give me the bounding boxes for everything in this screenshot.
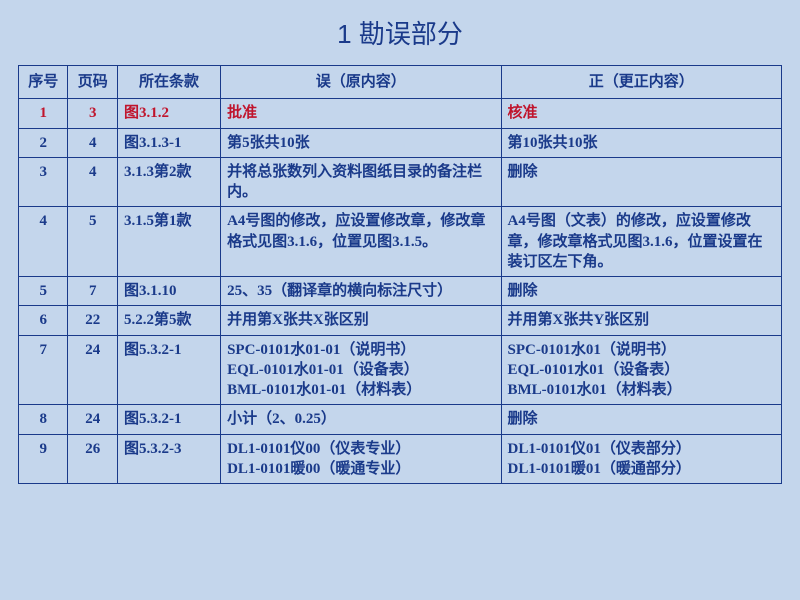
- page-title: 1 勘误部分: [18, 14, 782, 51]
- table-row: 343.1.3第2款并将总张数列入资料图纸目录的备注栏内。删除: [19, 157, 782, 207]
- cell-seq: 9: [19, 434, 68, 484]
- cell-page: 24: [68, 335, 117, 405]
- col-header-clause: 所在条款: [117, 66, 220, 99]
- table-row: 24图3.1.3-1第5张共10张第10张共10张: [19, 128, 782, 157]
- table-row: 453.1.5第1款A4号图的修改，应设置修改章，修改章格式见图3.1.6，位置…: [19, 207, 782, 277]
- cell-right: 删除: [501, 277, 781, 306]
- table-row: 724图5.3.2-1SPC-0101水01-01（说明书）EQL-0101水0…: [19, 335, 782, 405]
- cell-seq: 8: [19, 405, 68, 434]
- cell-clause: 图5.3.2-1: [117, 335, 220, 405]
- cell-page: 4: [68, 128, 117, 157]
- cell-wrong: SPC-0101水01-01（说明书）EQL-0101水01-01（设备表）BM…: [221, 335, 501, 405]
- cell-page: 7: [68, 277, 117, 306]
- cell-clause: 图3.1.2: [117, 99, 220, 128]
- cell-right: SPC-0101水01（说明书）EQL-0101水01（设备表）BML-0101…: [501, 335, 781, 405]
- cell-clause: 图3.1.10: [117, 277, 220, 306]
- table-head: 序号 页码 所在条款 误（原内容） 正（更正内容）: [19, 66, 782, 99]
- cell-right: 删除: [501, 405, 781, 434]
- errata-table: 序号 页码 所在条款 误（原内容） 正（更正内容） 13图3.1.2批准核准24…: [18, 65, 782, 484]
- table-body: 13图3.1.2批准核准24图3.1.3-1第5张共10张第10张共10张343…: [19, 99, 782, 484]
- cell-wrong: 并用第X张共X张区别: [221, 306, 501, 335]
- table-row: 926图5.3.2-3DL1-0101仪00（仪表专业）DL1-0101暖00（…: [19, 434, 782, 484]
- cell-right: 第10张共10张: [501, 128, 781, 157]
- cell-wrong: 25、35（翻译章的横向标注尺寸）: [221, 277, 501, 306]
- col-header-page: 页码: [68, 66, 117, 99]
- table-row: 6225.2.2第5款并用第X张共X张区别并用第X张共Y张区别: [19, 306, 782, 335]
- cell-right: DL1-0101仪01（仪表部分）DL1-0101暖01（暖通部分）: [501, 434, 781, 484]
- cell-seq: 3: [19, 157, 68, 207]
- cell-right: 删除: [501, 157, 781, 207]
- cell-wrong: 批准: [221, 99, 501, 128]
- cell-wrong: A4号图的修改，应设置修改章，修改章格式见图3.1.6，位置见图3.1.5。: [221, 207, 501, 277]
- table-row: 57图3.1.1025、35（翻译章的横向标注尺寸）删除: [19, 277, 782, 306]
- cell-seq: 4: [19, 207, 68, 277]
- cell-seq: 1: [19, 99, 68, 128]
- cell-right: 核准: [501, 99, 781, 128]
- cell-page: 3: [68, 99, 117, 128]
- cell-page: 24: [68, 405, 117, 434]
- cell-clause: 3.1.3第2款: [117, 157, 220, 207]
- cell-right: 并用第X张共Y张区别: [501, 306, 781, 335]
- cell-clause: 图5.3.2-3: [117, 434, 220, 484]
- table-row: 824图5.3.2-1小计（2、0.25）删除: [19, 405, 782, 434]
- table-row: 13图3.1.2批准核准: [19, 99, 782, 128]
- errata-page: 1 勘误部分 序号 页码 所在条款 误（原内容） 正（更正内容） 13图3.1.…: [0, 0, 800, 600]
- cell-clause: 图3.1.3-1: [117, 128, 220, 157]
- col-header-wrong: 误（原内容）: [221, 66, 501, 99]
- cell-page: 4: [68, 157, 117, 207]
- cell-clause: 图5.3.2-1: [117, 405, 220, 434]
- col-header-right: 正（更正内容）: [501, 66, 781, 99]
- cell-page: 5: [68, 207, 117, 277]
- cell-wrong: 第5张共10张: [221, 128, 501, 157]
- cell-wrong: DL1-0101仪00（仪表专业）DL1-0101暖00（暖通专业）: [221, 434, 501, 484]
- cell-clause: 3.1.5第1款: [117, 207, 220, 277]
- cell-clause: 5.2.2第5款: [117, 306, 220, 335]
- cell-seq: 6: [19, 306, 68, 335]
- col-header-seq: 序号: [19, 66, 68, 99]
- cell-right: A4号图（文表）的修改，应设置修改章，修改章格式见图3.1.6，位置设置在装订区…: [501, 207, 781, 277]
- cell-seq: 7: [19, 335, 68, 405]
- cell-seq: 2: [19, 128, 68, 157]
- cell-seq: 5: [19, 277, 68, 306]
- cell-wrong: 小计（2、0.25）: [221, 405, 501, 434]
- cell-wrong: 并将总张数列入资料图纸目录的备注栏内。: [221, 157, 501, 207]
- cell-page: 26: [68, 434, 117, 484]
- cell-page: 22: [68, 306, 117, 335]
